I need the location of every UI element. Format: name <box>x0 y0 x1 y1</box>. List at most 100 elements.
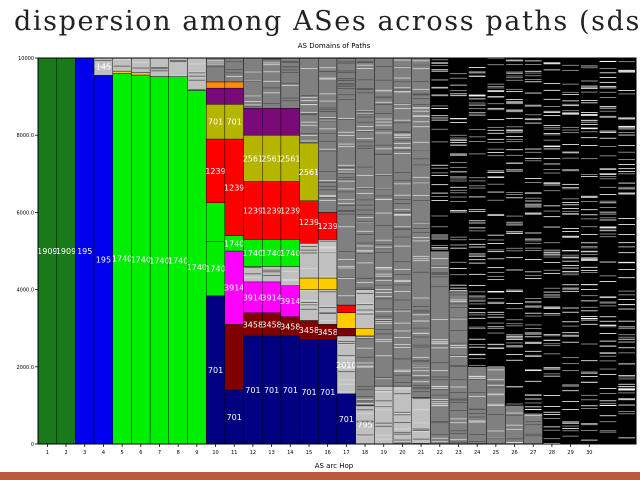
path-strand <box>412 422 430 424</box>
path-strand <box>506 346 523 348</box>
path-strand <box>319 196 336 198</box>
bar-column: 701 3458 3914 1740 1239 2561 <box>261 57 282 445</box>
path-strand <box>618 387 635 389</box>
path-strand <box>412 306 430 307</box>
path-strand <box>375 434 393 436</box>
path-strand <box>618 224 635 225</box>
path-strand <box>431 343 449 345</box>
path-strand <box>356 217 374 218</box>
path-strand <box>543 269 561 271</box>
path-strand <box>599 297 617 299</box>
path-strand <box>356 113 374 115</box>
bar-segment <box>318 239 338 279</box>
path-strand <box>319 240 336 242</box>
path-strand <box>468 421 486 423</box>
path-strand <box>450 155 467 156</box>
path-strand <box>487 126 505 128</box>
path-strand <box>338 205 355 206</box>
path-strand <box>580 319 598 321</box>
path-strand <box>356 88 374 90</box>
path-strand <box>487 316 505 318</box>
segment-label: 701 <box>245 386 260 395</box>
path-strand <box>543 83 561 85</box>
path-strand <box>188 75 206 77</box>
segment-label: 1239 <box>299 218 319 227</box>
path-strand <box>580 100 598 101</box>
path-strand <box>562 204 579 206</box>
x-tick-label: 22 <box>437 450 443 456</box>
path-strand <box>580 424 598 426</box>
segment-label: 1239 <box>205 167 225 176</box>
path-strand <box>375 355 393 357</box>
path-strand <box>431 238 449 240</box>
path-strand <box>338 61 355 63</box>
y-tick-label: 2000.0 <box>17 365 35 371</box>
path-strand <box>487 414 505 415</box>
path-strand <box>394 122 411 124</box>
path-strand <box>468 358 486 360</box>
path-strand <box>431 403 449 404</box>
path-strand <box>338 188 355 190</box>
path-strand <box>543 294 561 296</box>
segment-label: 3914 <box>243 293 263 302</box>
path-strand <box>468 416 486 418</box>
path-strand <box>468 256 486 258</box>
path-strand <box>580 67 598 69</box>
path-strand <box>524 424 542 426</box>
path-strand <box>618 336 635 338</box>
path-strand <box>356 362 374 364</box>
path-strand <box>562 256 579 258</box>
path-strand <box>375 188 393 189</box>
path-strand <box>468 243 486 245</box>
path-strand <box>524 336 542 338</box>
y-tick-label: 4000.0 <box>17 288 35 294</box>
bar-column: 701 3458 1239 2561 <box>299 57 319 445</box>
path-strand <box>580 87 598 89</box>
path-strand <box>543 115 561 116</box>
path-strand <box>394 214 411 216</box>
x-tick-label: 5 <box>121 450 124 456</box>
path-strand <box>468 326 486 328</box>
path-strand <box>599 368 617 370</box>
path-strand <box>599 117 617 118</box>
path-strand <box>580 112 598 113</box>
path-strand <box>543 287 561 289</box>
path-strand <box>543 89 561 91</box>
path-strand <box>356 366 374 368</box>
path-strand <box>618 378 635 380</box>
path-strand <box>394 212 411 214</box>
bar-segment <box>467 57 487 367</box>
path-strand <box>450 201 467 202</box>
path-strand <box>562 83 579 85</box>
path-strand <box>356 262 374 264</box>
path-strand <box>450 144 467 146</box>
path-strand <box>412 409 430 411</box>
segment-label: 701 <box>320 388 335 397</box>
path-strand <box>431 405 449 407</box>
path-strand <box>543 226 561 228</box>
path-strand <box>468 112 486 114</box>
path-strand <box>562 157 579 159</box>
path-strand <box>580 360 598 362</box>
path-strand <box>431 362 449 364</box>
path-strand <box>487 275 505 277</box>
path-strand <box>562 112 579 114</box>
path-strand <box>580 310 598 312</box>
path-strand <box>618 90 635 91</box>
path-strand <box>487 332 505 334</box>
path-strand <box>412 181 430 183</box>
path-strand <box>599 404 617 406</box>
path-strand <box>580 124 598 125</box>
segment-label: 1239 <box>224 183 244 192</box>
path-strand <box>543 148 561 150</box>
path-strand <box>431 192 449 194</box>
path-strand <box>487 366 505 368</box>
path-strand <box>356 62 374 64</box>
path-strand <box>524 433 542 435</box>
path-strand <box>599 200 617 202</box>
path-strand <box>338 131 355 133</box>
path-strand <box>394 180 411 181</box>
path-strand <box>412 141 430 143</box>
path-strand <box>524 205 542 207</box>
path-strand <box>412 240 430 242</box>
